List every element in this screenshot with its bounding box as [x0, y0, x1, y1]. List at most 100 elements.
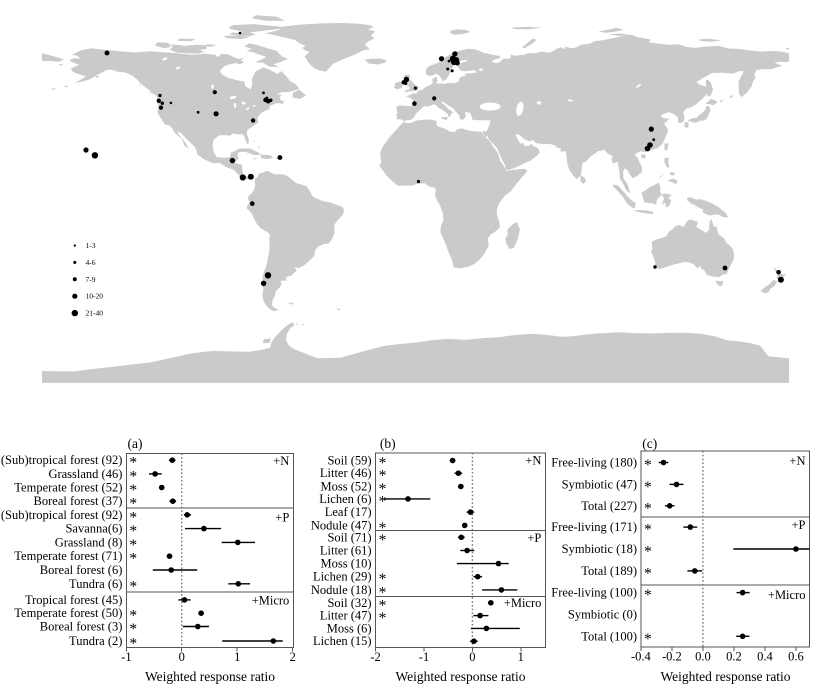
- svg-text:+Micro: +Micro: [252, 593, 290, 607]
- svg-text:-2: -2: [370, 650, 380, 664]
- svg-text:*: *: [129, 468, 137, 485]
- svg-text:Soil (59): Soil (59): [327, 454, 371, 468]
- svg-text:*: *: [644, 500, 652, 517]
- svg-text:+N: +N: [273, 454, 289, 468]
- svg-text:(c): (c): [642, 436, 657, 451]
- svg-text:1: 1: [518, 650, 524, 664]
- svg-text:0.2: 0.2: [726, 650, 742, 664]
- svg-text:Boreal forest (3): Boreal forest (3): [40, 620, 123, 634]
- svg-text:*: *: [379, 597, 387, 614]
- svg-text:Total (100): Total (100): [581, 629, 637, 643]
- svg-text:Moss (10): Moss (10): [321, 557, 372, 571]
- svg-text:-1: -1: [419, 650, 429, 664]
- svg-text:*: *: [129, 523, 137, 540]
- svg-text:*: *: [129, 636, 137, 653]
- svg-text:Moss (6): Moss (6): [327, 621, 372, 635]
- svg-text:Temperate forest (52): Temperate forest (52): [14, 481, 122, 495]
- svg-text:*: *: [379, 520, 387, 537]
- svg-text:Litter (46): Litter (46): [320, 466, 372, 480]
- svg-text:*: *: [129, 496, 137, 513]
- svg-text:10-20: 10-20: [86, 292, 104, 301]
- svg-text:Symbiotic (0): Symbiotic (0): [568, 607, 637, 621]
- svg-text:Lichen (6): Lichen (6): [319, 492, 371, 506]
- svg-text:*: *: [129, 509, 137, 526]
- svg-text:Lichen (15): Lichen (15): [313, 634, 372, 648]
- svg-text:1: 1: [234, 650, 240, 664]
- svg-text:*: *: [379, 571, 387, 588]
- svg-text:*: *: [379, 455, 387, 472]
- svg-text:Symbiotic (18): Symbiotic (18): [562, 542, 637, 556]
- svg-text:Nodule (18): Nodule (18): [311, 583, 372, 597]
- svg-text:Lichen (29): Lichen (29): [313, 570, 372, 584]
- svg-text:Soil (32): Soil (32): [327, 596, 371, 610]
- svg-text:Grassland (46): Grassland (46): [48, 467, 122, 481]
- svg-text:2: 2: [290, 650, 296, 664]
- svg-text:4-6: 4-6: [86, 258, 96, 267]
- svg-text:(Sub)tropical forest (92): (Sub)tropical forest (92): [1, 453, 123, 467]
- svg-text:-1: -1: [121, 650, 131, 664]
- svg-text:+Micro: +Micro: [504, 596, 542, 610]
- svg-text:*: *: [129, 482, 137, 499]
- svg-text:7-9: 7-9: [86, 275, 96, 284]
- svg-text:(Sub)tropical forest (92): (Sub)tropical forest (92): [1, 508, 123, 522]
- svg-text:0.6: 0.6: [788, 650, 804, 664]
- svg-text:*: *: [129, 608, 137, 625]
- svg-text:*: *: [129, 578, 137, 595]
- svg-text:-0.2: -0.2: [662, 650, 682, 664]
- svg-text:0.4: 0.4: [757, 650, 773, 664]
- svg-text:1-3: 1-3: [86, 241, 96, 250]
- svg-text:*: *: [379, 584, 387, 601]
- svg-text:Moss (52): Moss (52): [321, 480, 372, 494]
- svg-text:*: *: [644, 631, 652, 648]
- svg-text:Symbiotic (47): Symbiotic (47): [562, 477, 637, 491]
- svg-text:Savanna(6): Savanna(6): [65, 522, 122, 536]
- svg-text:Grassland (8): Grassland (8): [55, 535, 123, 549]
- svg-text:Tropical forest (45): Tropical forest (45): [25, 593, 122, 607]
- svg-text:*: *: [379, 481, 387, 498]
- svg-text:*: *: [129, 621, 137, 638]
- svg-text:*: *: [644, 522, 652, 539]
- svg-text:*: *: [129, 537, 137, 554]
- svg-text:*: *: [379, 610, 387, 627]
- svg-text:*: *: [379, 468, 387, 485]
- svg-text:Tundra (2): Tundra (2): [69, 634, 122, 648]
- svg-text:*: *: [644, 479, 652, 496]
- svg-text:Boreal forest (37): Boreal forest (37): [34, 494, 123, 508]
- svg-text:+P: +P: [527, 531, 541, 545]
- svg-text:*: *: [644, 457, 652, 474]
- svg-text:*: *: [644, 587, 652, 604]
- svg-text:Tundra (6): Tundra (6): [69, 577, 122, 591]
- svg-text:+N: +N: [525, 454, 541, 468]
- svg-text:*: *: [379, 493, 387, 510]
- svg-text:(b): (b): [380, 436, 396, 451]
- svg-text:Soil (71): Soil (71): [327, 530, 371, 544]
- svg-text:*: *: [644, 544, 652, 561]
- svg-text:Nodule (47): Nodule (47): [311, 518, 372, 532]
- svg-text:Weighted response ratio: Weighted response ratio: [145, 669, 275, 684]
- svg-text:(a): (a): [128, 436, 143, 451]
- svg-text:+N: +N: [789, 454, 805, 468]
- svg-text:Free-living (171): Free-living (171): [551, 520, 637, 534]
- svg-text:*: *: [379, 532, 387, 549]
- svg-text:0: 0: [469, 650, 475, 664]
- svg-text:Free-living (180): Free-living (180): [551, 456, 637, 470]
- svg-text:Total (227): Total (227): [581, 499, 637, 513]
- svg-text:Weighted response ratio: Weighted response ratio: [395, 669, 525, 684]
- svg-text:Temperate forest (50): Temperate forest (50): [14, 606, 122, 620]
- svg-text:Boreal forest (6): Boreal forest (6): [40, 563, 123, 577]
- svg-text:21-40: 21-40: [86, 309, 104, 318]
- svg-text:Litter (47): Litter (47): [320, 609, 372, 623]
- svg-text:Weighted response ratio: Weighted response ratio: [660, 669, 790, 684]
- svg-text:Leaf (17): Leaf (17): [325, 505, 372, 519]
- svg-text:+P: +P: [275, 511, 289, 525]
- svg-text:+Micro: +Micro: [768, 588, 806, 602]
- svg-text:Free-living (100): Free-living (100): [551, 586, 637, 600]
- svg-text:Temperate forest (71): Temperate forest (71): [14, 549, 122, 563]
- svg-text:*: *: [644, 565, 652, 582]
- svg-text:+P: +P: [791, 518, 805, 532]
- svg-text:-0.4: -0.4: [631, 650, 652, 664]
- svg-text:0: 0: [179, 650, 185, 664]
- svg-text:Total (189): Total (189): [581, 564, 637, 578]
- svg-text:Litter (61): Litter (61): [320, 544, 372, 558]
- svg-text:*: *: [129, 551, 137, 568]
